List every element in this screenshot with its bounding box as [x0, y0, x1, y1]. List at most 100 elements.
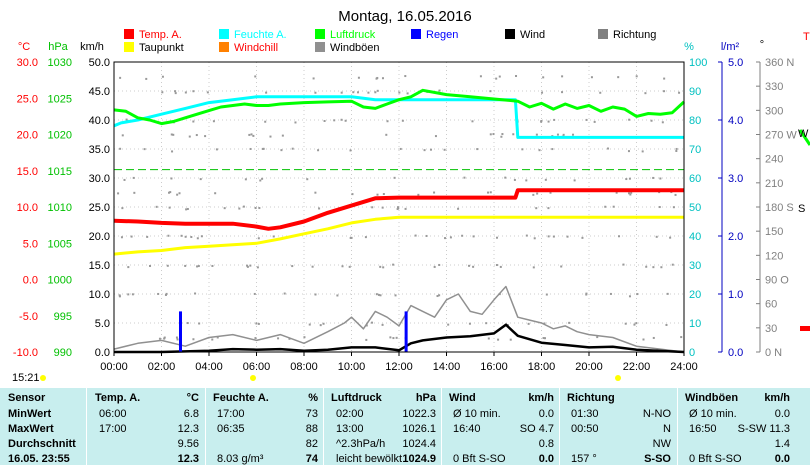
humidity-axis-unit: % — [684, 41, 694, 53]
direction-dot — [617, 76, 620, 79]
direction-dot — [447, 323, 450, 326]
table-header: Windböen — [685, 392, 739, 404]
direction-dot — [622, 263, 625, 266]
direction-dot — [198, 322, 201, 325]
table-column — [559, 388, 676, 465]
direction-value: NW — [652, 438, 671, 450]
direction-dot — [118, 295, 121, 298]
temp-tick-label: 10.0 — [17, 202, 38, 214]
direction-dot — [169, 191, 172, 194]
direction-dot — [624, 322, 627, 325]
direction-dot — [168, 191, 171, 194]
axis-ticks: 00:00 02:00 04:00 06:00 08:00 10:00 12:00 14:00… — [13, 57, 797, 373]
rain-bar — [404, 311, 408, 352]
direction-dot — [294, 121, 297, 124]
direction-dot — [389, 336, 392, 339]
partial-label-s: S — [798, 203, 805, 215]
direction-dot — [143, 148, 146, 151]
table-column — [86, 388, 204, 465]
x-tick-label: 12:00 — [385, 361, 413, 373]
statistics-table: Sensor Temp. A. °C Feuchte A.% Luftdruck hPa W… — [0, 388, 810, 465]
direction-dot — [125, 118, 128, 121]
direction-dot — [630, 191, 633, 194]
temp-tick-label: 20.0 — [17, 130, 38, 142]
table-header: % — [308, 392, 318, 404]
direction-dot — [492, 133, 495, 136]
direction-dot — [628, 118, 631, 121]
direction-dot — [590, 76, 593, 79]
direction-dot — [661, 121, 664, 124]
direction-tick-label: 240 — [765, 154, 783, 166]
direction-dot — [543, 322, 546, 325]
direction-dot — [180, 234, 183, 237]
pressure-tick-label: 1030 — [48, 57, 72, 69]
direction-dot — [130, 235, 133, 238]
direction-dot — [186, 207, 189, 210]
table-header: Temp. A. — [95, 392, 141, 404]
direction-dot — [449, 236, 452, 239]
legend-swatch — [124, 29, 134, 39]
direction-dot — [250, 133, 253, 136]
direction-dot — [132, 176, 135, 179]
direction-dot — [615, 191, 618, 194]
direction-dot — [146, 235, 149, 238]
direction-dot — [553, 118, 556, 121]
direction-dot — [375, 293, 378, 296]
direction-dot — [190, 236, 193, 239]
direction-dot — [314, 191, 317, 194]
humidity-time: 17:00 — [217, 408, 245, 420]
direction-dot — [585, 293, 588, 296]
direction-tick-label: 330 — [765, 81, 783, 93]
direction-dot — [371, 206, 374, 209]
direction-dot — [417, 193, 420, 196]
direction-tick-label: 150 — [765, 226, 783, 238]
direction-dot — [386, 120, 389, 123]
direction-dot — [311, 265, 314, 268]
direction-dot — [119, 76, 122, 79]
direction-value: N-NO — [642, 408, 671, 420]
humidity-tick-label: 30 — [689, 260, 701, 272]
direction-value: N — [663, 423, 671, 435]
direction-dot — [376, 76, 379, 79]
direction-dot — [562, 133, 565, 136]
direction-dot — [532, 193, 535, 196]
chart-legend: Temp. A. Feuchte A. Luftdruck Regen Wind Rich… — [124, 29, 656, 54]
direction-dot — [194, 292, 197, 295]
direction-dot — [212, 120, 215, 123]
direction-dot — [365, 338, 368, 341]
direction-dot — [633, 323, 636, 326]
direction-dot — [215, 148, 218, 151]
direction-dot — [254, 337, 257, 340]
temp-value: 12.3 — [177, 453, 199, 465]
direction-dot — [249, 264, 252, 267]
pressure-time: 13:00 — [336, 423, 364, 435]
direction-dot — [675, 147, 678, 150]
direction-dot — [521, 148, 524, 151]
direction-dot — [196, 265, 199, 268]
direction-dot — [644, 92, 647, 95]
x-tick-label: 08:00 — [290, 361, 318, 373]
direction-dot — [642, 338, 645, 341]
direction-dot — [551, 148, 554, 151]
humidity-value: 73 — [305, 408, 318, 420]
direction-dot — [397, 207, 400, 210]
direction-dot — [401, 119, 404, 122]
direction-dot — [171, 150, 174, 153]
temp-tick-label: -5.0 — [19, 311, 38, 323]
direction-dot — [675, 149, 678, 152]
pressure-value: 1026.1 — [402, 423, 436, 435]
direction-dot — [308, 323, 311, 326]
humidity-time: 06:35 — [217, 423, 245, 435]
direction-dot — [167, 234, 170, 237]
direction-dot — [468, 264, 471, 267]
legend-swatch — [505, 29, 515, 39]
chart-series — [113, 88, 686, 354]
rain-tick-label: 0.0 — [728, 347, 743, 359]
direction-dot — [168, 206, 171, 209]
wind-value: 0.0 — [538, 453, 554, 465]
direction-dot — [393, 176, 396, 179]
direction-dot — [257, 237, 260, 240]
direction-dot — [244, 178, 247, 181]
direction-dot — [259, 179, 262, 182]
direction-dot — [214, 192, 217, 195]
